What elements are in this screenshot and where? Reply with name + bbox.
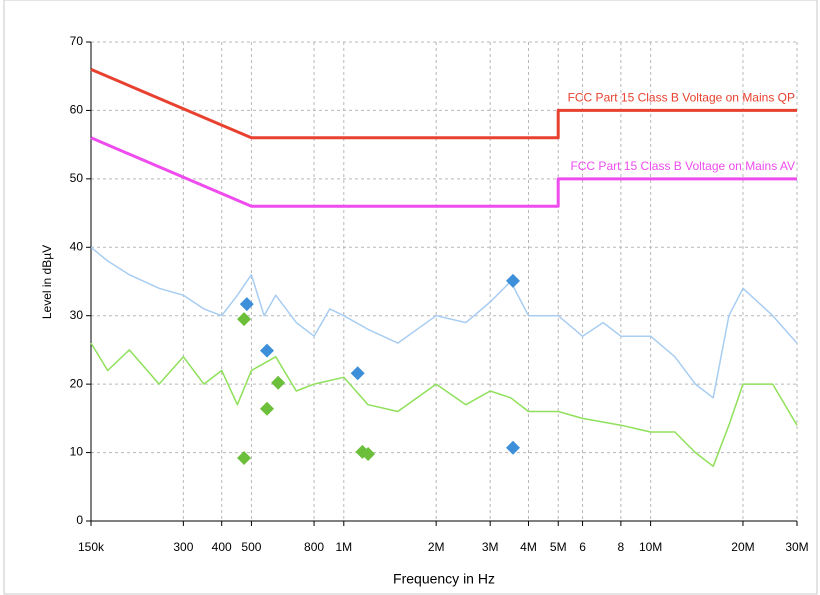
marker [237, 451, 252, 466]
x-tick-label: 400 [212, 540, 232, 554]
x-tick-label: 300 [173, 540, 193, 554]
x-tick-label: 4M [520, 540, 537, 554]
marker [271, 375, 286, 390]
frame [3, 0, 818, 595]
x-tick-label: 1M [335, 540, 352, 554]
y-tick-label: 10 [70, 445, 84, 459]
y-tick-label: 50 [70, 171, 84, 185]
y-axis-title: Level in dBµV [40, 245, 54, 319]
marker [260, 343, 275, 358]
legend-label: FCC Part 15 Class B Voltage on Mains QP [568, 91, 795, 105]
x-tick-label: 3M [482, 540, 499, 554]
x-tick-label: 8 [618, 540, 625, 554]
x-tick-label: 6 [579, 540, 586, 554]
x-tick-label: 10M [639, 540, 662, 554]
x-axis-title: Frequency in Hz [393, 571, 495, 587]
y-tick-label: 30 [70, 308, 84, 322]
series-line [90, 68, 797, 140]
x-tick-label: 2M [428, 540, 445, 554]
marker [361, 446, 376, 461]
x-tick-label: 30M [785, 540, 808, 554]
y-tick-label: 0 [76, 513, 83, 527]
y-tick-label: 70 [70, 34, 84, 48]
marker [237, 312, 252, 327]
x-tick-label: 500 [241, 540, 261, 554]
marker [239, 297, 254, 312]
x-tick-label: 150k [78, 540, 105, 554]
y-tick-label: 20 [70, 376, 84, 390]
series-line [90, 246, 798, 399]
x-tick-label: 20M [731, 540, 754, 554]
series-line [90, 342, 798, 468]
legend-label: FCC Part 15 Class B Voltage on Mains AV [570, 159, 795, 173]
marker [505, 273, 520, 288]
x-tick-label: 800 [304, 540, 324, 554]
y-tick-label: 60 [70, 103, 84, 117]
marker [350, 366, 365, 381]
x-tick-label: 5M [550, 540, 567, 554]
series-line [90, 136, 797, 208]
marker [260, 401, 275, 416]
marker [505, 440, 520, 455]
y-tick-label: 40 [70, 239, 84, 253]
